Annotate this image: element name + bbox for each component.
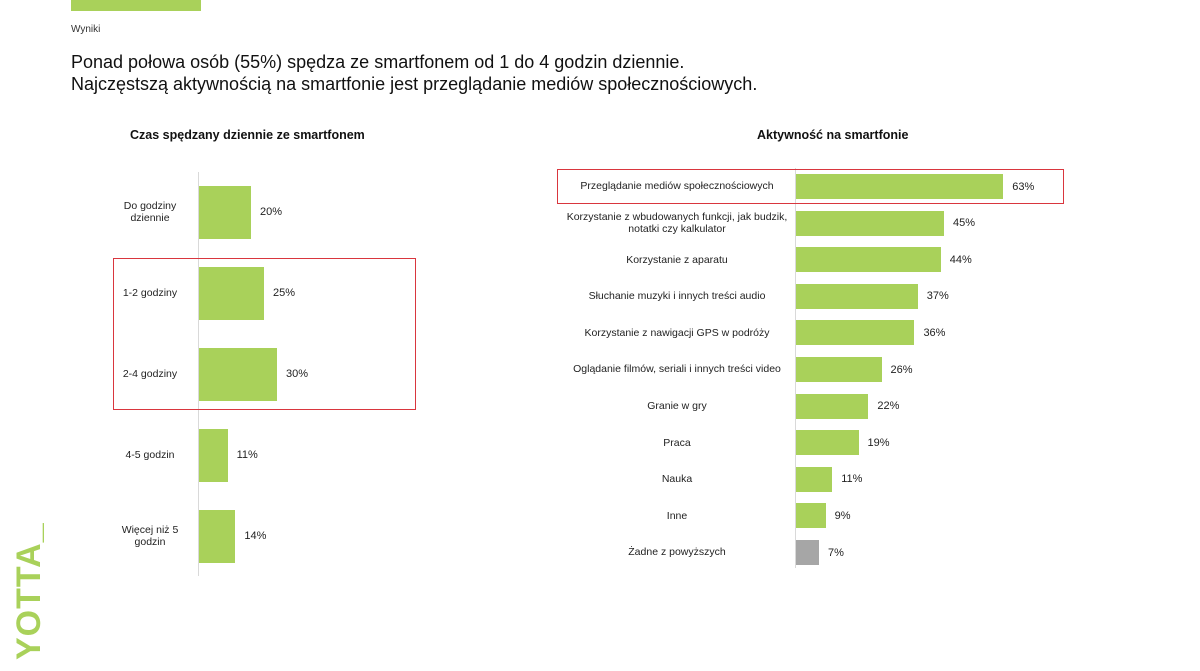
bar [796, 210, 945, 236]
brand-accent-bar [71, 0, 201, 11]
data-label: 22% [877, 400, 900, 413]
data-label: 9% [834, 509, 851, 522]
data-label: 7% [828, 546, 844, 559]
bar [199, 347, 277, 401]
category-label: Oglądanie filmów, seriali i innych treśc… [573, 363, 781, 376]
headline: Ponad połowa osób (55%) spędza ze smartf… [71, 51, 757, 95]
data-label: 26% [890, 363, 913, 376]
headline-line-2: Najczęstszą aktywnością na smartfonie je… [71, 74, 758, 94]
bar [199, 266, 264, 320]
category-label: 1-2 godziny [122, 287, 178, 299]
data-label: 14% [244, 530, 267, 542]
axis-line [795, 168, 796, 568]
category-label: Żadne z powyższych [628, 546, 726, 559]
bar [796, 320, 915, 346]
data-label: 44% [949, 253, 972, 266]
bar [199, 185, 251, 239]
category-label: Korzystanie z nawigacji GPS w podróży [584, 326, 770, 339]
bar [796, 393, 869, 419]
axis-line [198, 172, 199, 576]
bar [796, 247, 941, 273]
chart-title-activity: Aktywność na smartfonie [757, 128, 909, 142]
bar [796, 466, 833, 492]
highlight-box [557, 169, 1064, 204]
category-label: Praca [663, 436, 691, 449]
headline-line-1: Ponad połowa osób (55%) spędza ze smartf… [71, 52, 685, 72]
category-label: Korzystanie z wbudowanych funkcji, jak b… [566, 211, 788, 236]
category-label: Inne [666, 509, 688, 522]
bar [796, 174, 1004, 199]
data-label: 45% [953, 217, 976, 230]
category-label: Więcej niż 5 godzin [121, 524, 179, 548]
category-label: Słuchanie muzyki i innych treści audio [588, 290, 766, 303]
chart-title-time: Czas spędzany dziennie ze smartfonem [130, 128, 365, 142]
data-label: 11% [236, 449, 258, 461]
bar [796, 430, 859, 456]
yotta-logo: YOTTA_ [10, 522, 48, 660]
category-label: Korzystanie z aparatu [626, 253, 728, 266]
data-label: 25% [273, 287, 296, 299]
category-label: Do godziny dziennie [123, 200, 177, 224]
category-label: Nauka [661, 473, 693, 486]
category-label: Przeglądanie mediów społecznościowych [580, 180, 774, 193]
data-label: 11% [841, 473, 863, 486]
bar [796, 503, 826, 529]
section-label: Wyniki [71, 24, 101, 35]
bar [199, 509, 236, 563]
data-label: 20% [260, 206, 283, 218]
data-label: 30% [286, 368, 309, 380]
highlight-box [113, 257, 416, 410]
bar [796, 283, 918, 309]
data-label: 63% [1012, 180, 1035, 193]
bar [796, 540, 820, 565]
category-label: 4-5 godzin [125, 449, 175, 461]
category-label: 2-4 godziny [122, 368, 178, 380]
bar [796, 357, 882, 382]
data-label: 19% [867, 436, 890, 449]
data-label: 36% [923, 326, 946, 339]
category-label: Granie w gry [647, 400, 707, 413]
data-label: 37% [926, 290, 949, 303]
bar [199, 428, 228, 482]
